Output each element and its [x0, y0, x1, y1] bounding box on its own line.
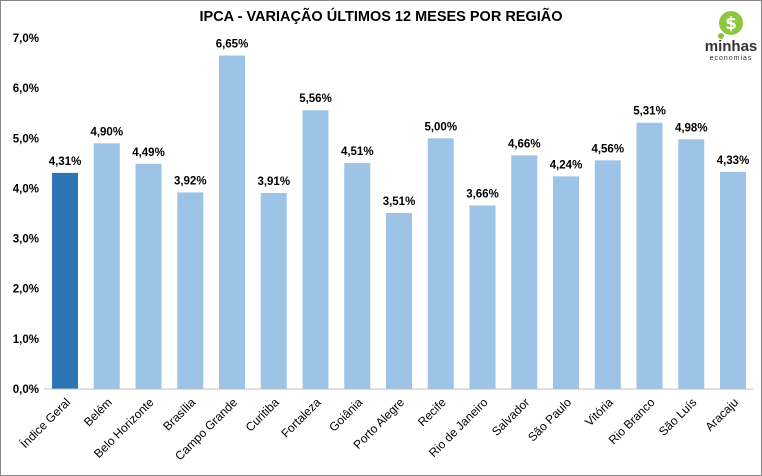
x-tick-label: Goiânia	[326, 395, 365, 434]
data-label: 5,56%	[299, 93, 332, 105]
data-label: 5,31%	[633, 106, 666, 118]
data-label: 5,00%	[424, 121, 457, 133]
data-label: 4,98%	[675, 122, 708, 134]
x-tick-label: São Paulo	[525, 395, 574, 444]
bar	[135, 163, 162, 389]
bar	[344, 162, 371, 389]
data-label: 3,66%	[466, 188, 499, 200]
bar	[427, 138, 454, 389]
bar	[386, 212, 412, 389]
y-tick-label: 5,0%	[13, 133, 39, 145]
y-tick-label: 1,0%	[13, 334, 39, 346]
y-tick-label: 0,0%	[13, 384, 39, 396]
data-label: 3,91%	[257, 176, 290, 188]
data-label: 4,33%	[717, 155, 750, 167]
data-label: 6,65%	[216, 39, 249, 51]
bar	[553, 176, 579, 389]
logo-subtext: economias	[709, 55, 753, 62]
x-tick-label: Belém	[81, 395, 115, 429]
y-tick-label: 4,0%	[13, 183, 39, 195]
x-tick-label: Salvador	[489, 395, 532, 438]
x-tick-label: Índice Geral	[17, 395, 73, 451]
x-tick-label: Curitiba	[243, 395, 282, 434]
bar	[594, 160, 621, 389]
data-label: 4,51%	[341, 146, 374, 158]
data-label: 4,90%	[90, 126, 123, 138]
chart-title: IPCA - VARIAÇÃO ÚLTIMOS 12 MESES POR REG…	[199, 9, 563, 25]
bar	[636, 122, 663, 390]
bar	[52, 172, 78, 389]
data-label: 4,66%	[508, 138, 541, 150]
data-label: 4,24%	[550, 159, 583, 171]
y-tick-label: 2,0%	[13, 284, 39, 296]
bar	[511, 155, 538, 389]
bar	[260, 192, 287, 389]
x-tick-label: Vitória	[582, 395, 616, 429]
logo-text: minhas	[704, 38, 758, 55]
dollar-bubble-icon: $	[718, 11, 743, 39]
y-tick-label: 7,0%	[13, 33, 39, 45]
x-tick-label: Aracaju	[702, 395, 741, 434]
y-tick-label: 6,0%	[13, 83, 39, 95]
x-tick-label: Brasília	[160, 395, 198, 433]
svg-text:$: $	[725, 14, 737, 34]
x-tick-label: Recife	[415, 395, 449, 429]
minhas-economias-logo: $ minhas economias	[701, 5, 761, 75]
bar	[720, 171, 746, 389]
data-label: 3,51%	[383, 196, 416, 208]
bar	[469, 205, 496, 389]
data-label: 4,56%	[591, 143, 624, 155]
bar	[302, 110, 329, 389]
x-tick-label: São Luís	[656, 395, 699, 438]
data-label: 3,92%	[174, 175, 207, 187]
data-label: 4,49%	[132, 147, 165, 159]
y-tick-label: 3,0%	[13, 234, 39, 246]
bar	[177, 192, 204, 389]
x-tick-label: Fortaleza	[278, 395, 324, 441]
data-label: 4,31%	[49, 156, 82, 168]
bar	[93, 143, 120, 389]
bar	[678, 139, 705, 389]
bar	[219, 55, 245, 390]
